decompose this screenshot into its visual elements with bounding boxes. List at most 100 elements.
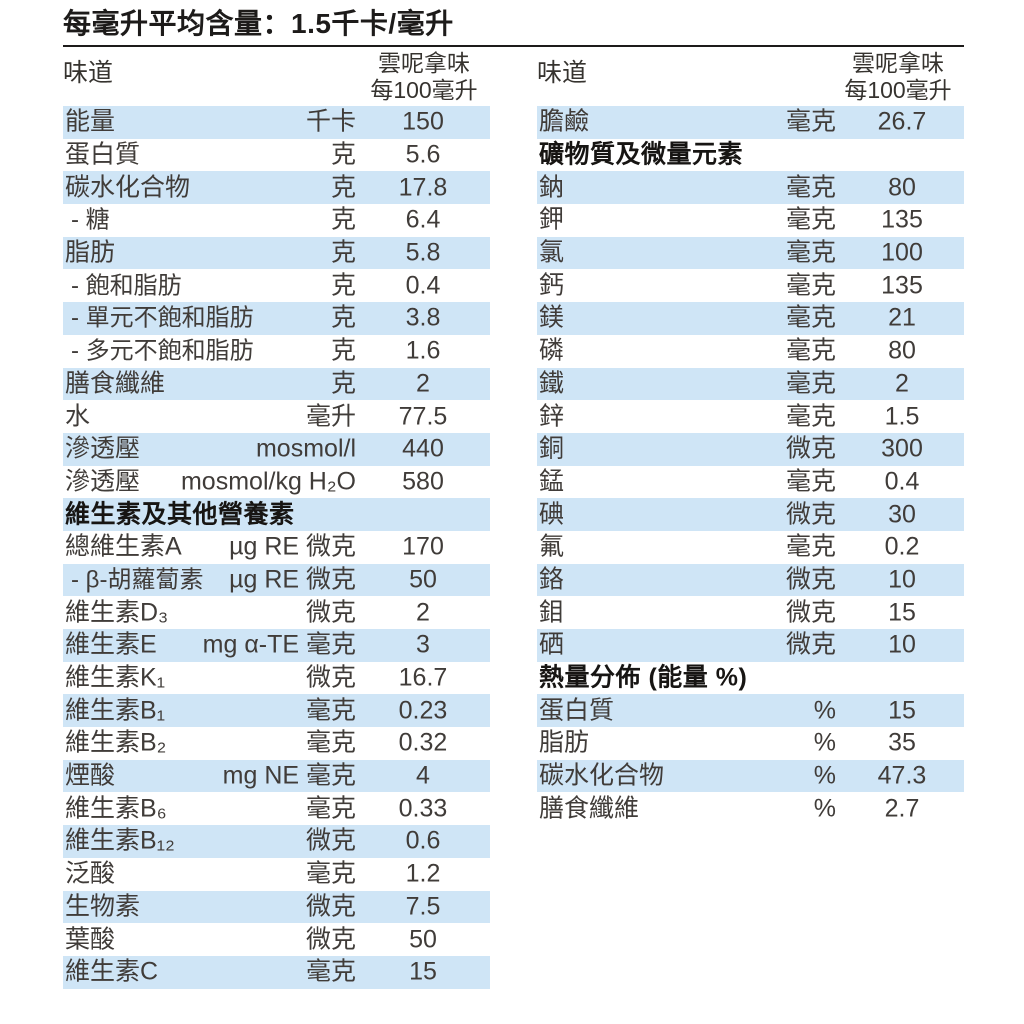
nutrient-value: 35 xyxy=(888,728,916,757)
table-row: 鈣 毫克 135 xyxy=(537,269,964,302)
nutrient-unit: 毫克 xyxy=(785,467,836,496)
right-table-rows: 膽鹼 毫克 26.7 礦物質及微量元素 鈉 毫克 80 xyxy=(537,106,964,825)
nutrient-value: 15 xyxy=(409,957,437,986)
nutrient-value: 100 xyxy=(881,238,923,267)
nutrient-unit: 克 xyxy=(330,238,356,267)
nutrient-name: 維生素E xyxy=(65,630,157,659)
nutrient-name: 銅 xyxy=(539,434,565,463)
nutrient-name: 硒 xyxy=(539,630,565,659)
nutrient-unit: 克 xyxy=(330,173,356,202)
table-row: - β-胡蘿蔔素 µg RE 微克 50 xyxy=(63,563,490,597)
nutrient-value: 10 xyxy=(888,565,916,594)
table-row: 水 毫升 77.5 xyxy=(63,400,490,433)
table-row: 膽鹼 毫克 26.7 xyxy=(537,106,964,139)
table-row: 泛酸 毫克 1.2 xyxy=(63,858,490,891)
table-row: 錳 毫克 0.4 xyxy=(537,466,964,499)
nutrient-name: 碳水化合物 xyxy=(539,761,665,790)
nutrient-value: 80 xyxy=(888,336,916,365)
nutrient-name: 鎂 xyxy=(539,303,565,332)
flavor-column-label: 味道 xyxy=(537,59,588,87)
table-row: 熱量分佈 (能量 %) xyxy=(537,662,964,695)
nutrient-name: 蛋白質 xyxy=(539,696,615,725)
nutrient-value: 17.8 xyxy=(398,173,448,202)
nutrient-value: 135 xyxy=(881,271,923,300)
nutrient-value: 440 xyxy=(402,434,444,463)
nutrient-unit: 微克 xyxy=(305,826,356,855)
nutrient-name: - 多元不飽和脂肪 xyxy=(71,337,254,365)
table-row: 維生素B₁ 毫克 0.23 xyxy=(63,694,490,728)
nutrient-value: 4 xyxy=(416,761,430,790)
nutrient-unit: % xyxy=(813,794,836,823)
nutrient-name: 氯 xyxy=(539,238,565,267)
table-row: 維生素D₃ 微克 2 xyxy=(63,596,490,629)
nutrient-unit: 毫升 xyxy=(305,402,356,431)
nutrient-name: 總維生素A xyxy=(65,532,182,561)
nutrient-unit: % xyxy=(813,696,836,725)
nutrient-name: 滲透壓 xyxy=(65,434,141,463)
left-table-rows: 能量 千卡 150 蛋白質 克 5.6 碳水化合物 克 17.8 xyxy=(63,106,490,989)
nutrient-name: 生物素 xyxy=(65,892,141,921)
nutrient-value: 2.7 xyxy=(884,794,920,823)
nutrient-value: 2 xyxy=(416,598,430,627)
table-row: 維生素C 毫克 15 xyxy=(63,955,490,989)
table-row: 生物素 微克 7.5 xyxy=(63,890,490,924)
table-row: 鎂 毫克 21 xyxy=(537,302,964,335)
table-row: 脂肪 % 35 xyxy=(537,727,964,760)
nutrient-name: 錳 xyxy=(539,467,565,496)
nutrient-name: 能量 xyxy=(65,107,116,136)
table-row: 維生素及其他營養素 xyxy=(63,498,490,531)
nutrient-value: 6.4 xyxy=(405,205,441,234)
nutrient-name: - 飽和脂肪 xyxy=(71,272,182,300)
table-row: 磷 毫克 80 xyxy=(537,335,964,368)
nutrient-value: 80 xyxy=(888,173,916,202)
nutrient-name: 維生素B₂ xyxy=(65,728,167,757)
nutrient-value: 0.4 xyxy=(405,271,441,300)
nutrient-value: 50 xyxy=(409,925,437,954)
nutrient-name: 碳水化合物 xyxy=(65,173,191,202)
nutrient-unit: 毫克 xyxy=(785,271,836,300)
nutrient-unit: 毫克 xyxy=(785,303,836,332)
nutrient-value: 3 xyxy=(416,630,430,659)
nutrient-unit: 克 xyxy=(330,140,356,169)
table-row: 碘 微克 30 xyxy=(537,498,964,531)
nutrient-name: 熱量分佈 (能量 %) xyxy=(539,663,748,692)
nutrient-name: 鋅 xyxy=(539,402,565,431)
nutrient-name: 膳食纖維 xyxy=(539,794,640,823)
nutrient-name: 維生素及其他營養素 xyxy=(65,500,295,529)
nutrient-name: 維生素B₁ xyxy=(65,696,166,725)
minerals-energy-table: 味道 雲呢拿味 每100毫升 膽鹼 毫克 26.7 礦物質及微量元素 xyxy=(537,47,964,989)
nutrient-name: - 糖 xyxy=(71,206,110,234)
nutrient-value: 5.6 xyxy=(405,140,441,169)
table-row: 維生素K₁ 微克 16.7 xyxy=(63,662,490,695)
nutrient-value: 0.23 xyxy=(398,696,448,725)
table-row: 碳水化合物 % 47.3 xyxy=(537,759,964,793)
nutrient-value: 0.32 xyxy=(398,728,448,757)
table-row: 鉬 微克 15 xyxy=(537,596,964,629)
nutrient-unit: 克 xyxy=(330,205,356,234)
nutrient-value: 170 xyxy=(402,532,444,561)
table-row: 膳食纖維 克 2 xyxy=(63,367,490,401)
nutrient-name: 脂肪 xyxy=(539,728,590,757)
table-row: 維生素B₆ 毫克 0.33 xyxy=(63,792,490,825)
table-row: 滲透壓 mosmol/kg H₂O 580 xyxy=(63,466,490,499)
nutrient-unit: 毫克 xyxy=(305,859,356,888)
nutrient-name: 滲透壓 xyxy=(65,467,141,496)
variant-name: 雲呢拿味 xyxy=(378,50,470,76)
page-title: 每毫升平均含量：1.5千卡/毫升 xyxy=(63,8,964,47)
nutrient-value: 3.8 xyxy=(405,303,441,332)
nutrient-name: 水 xyxy=(65,402,91,431)
nutrient-name: 膳食纖維 xyxy=(65,369,166,398)
nutrient-value: 150 xyxy=(402,107,444,136)
nutrient-value: 1.5 xyxy=(884,402,920,431)
nutrient-name: 蛋白質 xyxy=(65,140,141,169)
nutrient-unit: 毫克 xyxy=(785,369,836,398)
nutrient-name: 鈣 xyxy=(539,271,565,300)
nutrient-name: 氟 xyxy=(539,532,565,561)
nutrient-value: 0.33 xyxy=(398,794,448,823)
table-row: 鋅 毫克 1.5 xyxy=(537,400,964,433)
nutrient-value: 16.7 xyxy=(398,663,448,692)
nutrient-unit: 毫克 xyxy=(785,402,836,431)
table-row: 膳食纖維 % 2.7 xyxy=(537,792,964,825)
nutrient-unit: mg α-TE 毫克 xyxy=(202,630,356,659)
nutrient-value: 47.3 xyxy=(877,761,927,790)
